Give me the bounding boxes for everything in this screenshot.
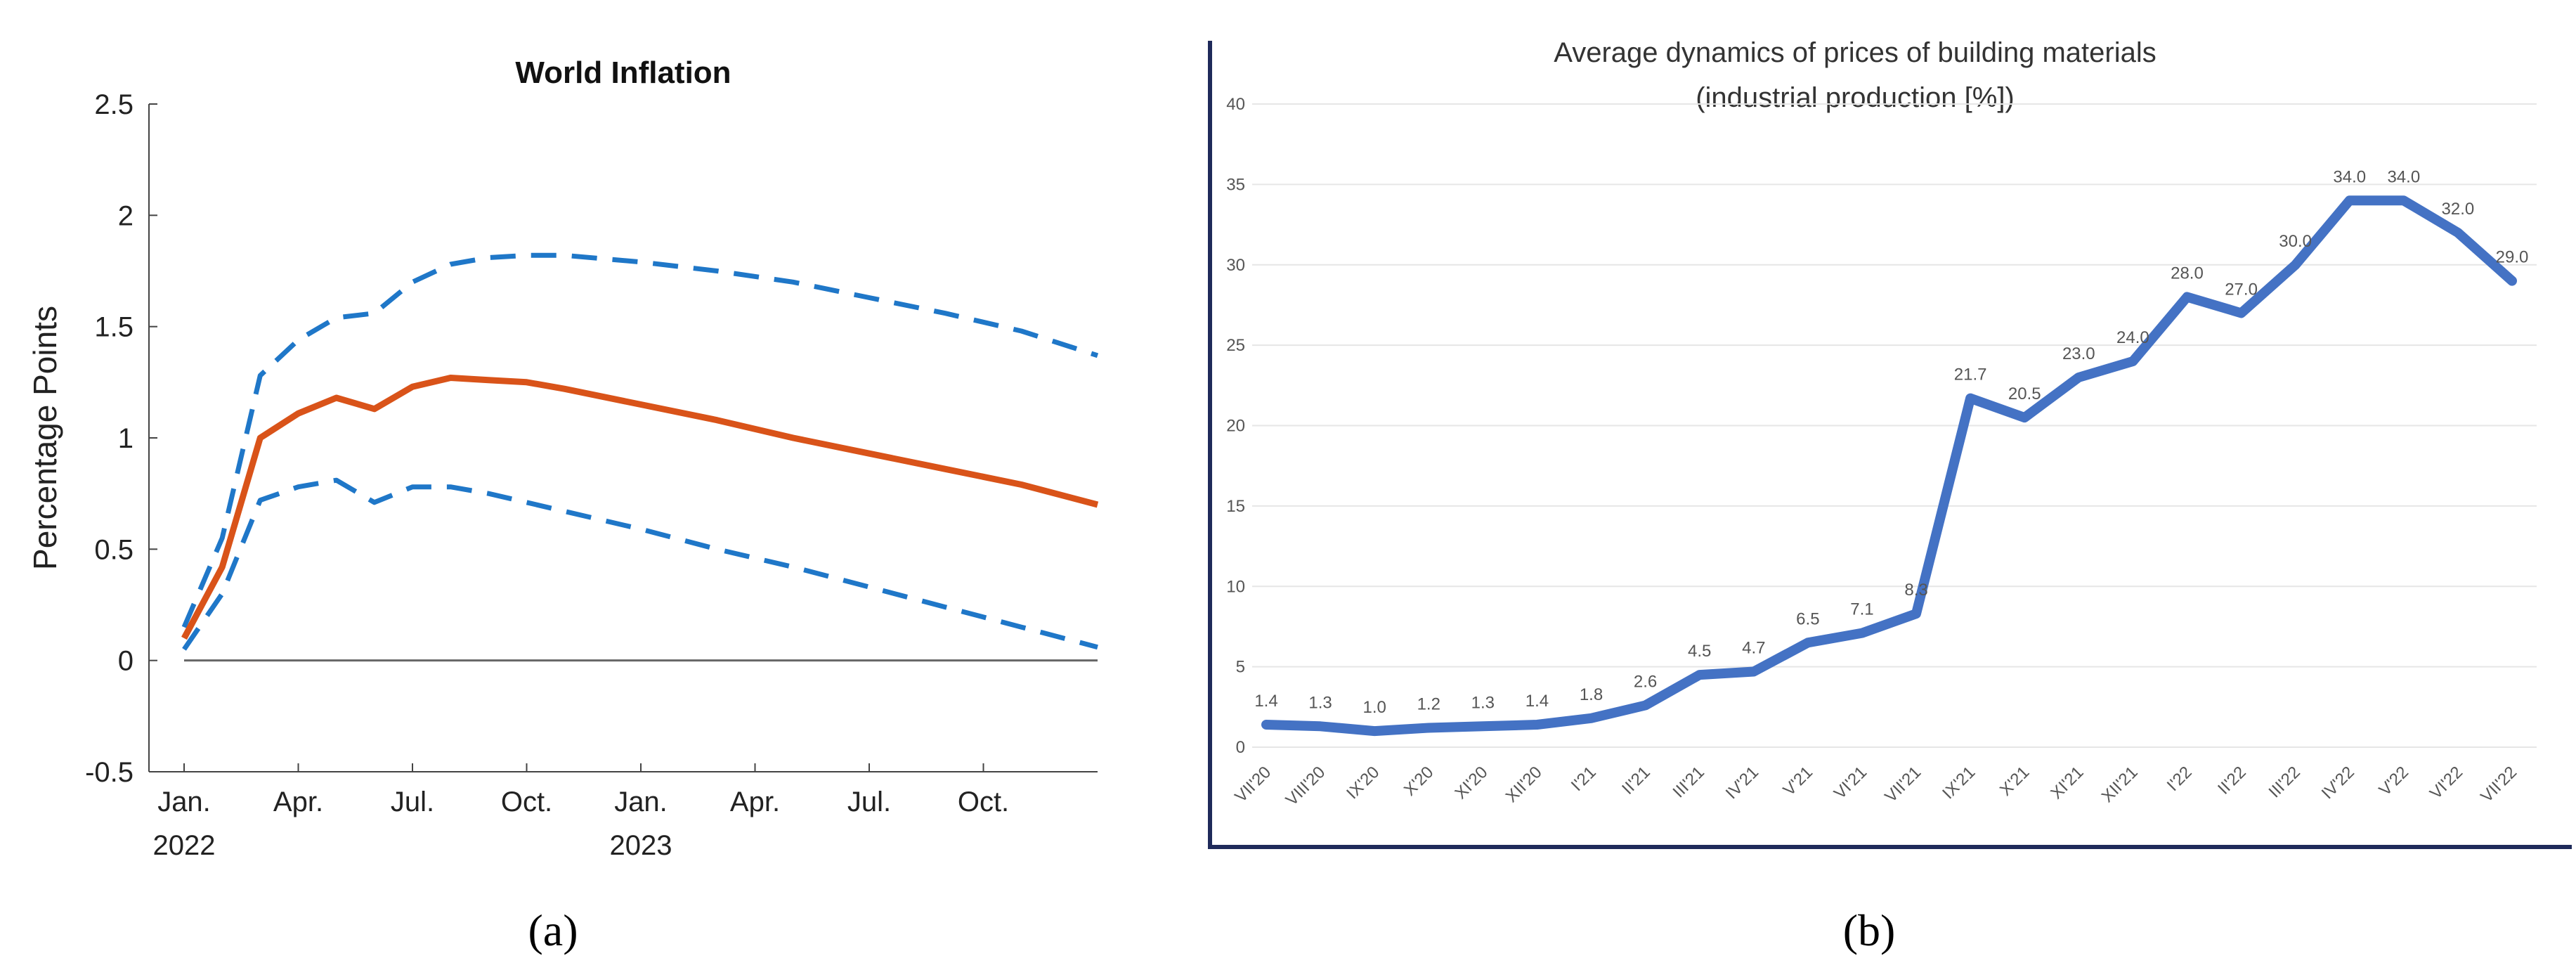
x-tick-label-a: Jul. <box>847 787 891 817</box>
data-label-b: 23.0 <box>2062 344 2095 363</box>
data-label-b: 1.4 <box>1526 692 1549 711</box>
y-tick-label-b: 40 <box>1226 95 1245 114</box>
data-label-b: 1.0 <box>1362 698 1386 717</box>
y-ticks-b: 0 5 10 15 20 25 30 35 40 <box>1226 95 1245 757</box>
x-tick-label-b: VII'21 <box>1881 763 1925 806</box>
y-tick-label-a: 0 <box>118 646 134 677</box>
x-tick-label-b: I'21 <box>1568 763 1600 795</box>
y-tick-label-b: 5 <box>1236 658 1245 677</box>
x-tick-label-b: VII'22 <box>2477 763 2520 806</box>
x-tick-label-b: X'21 <box>1996 763 2034 800</box>
x-ticks-b: VII'20 VIII'20 IX'20 X'20 XI'20 XII'20 I'21 II'… <box>1231 763 2520 810</box>
x-tick-label-b: III'22 <box>2265 763 2304 801</box>
data-label-b: 1.3 <box>1308 693 1332 712</box>
series-line-a-2 <box>182 477 1098 651</box>
y-tick-label-a: 2 <box>118 200 134 231</box>
chart-subtitle-b: (industrial production [%]) <box>1696 82 2015 113</box>
x-tick-label-a: Apr. <box>730 787 780 817</box>
y-tick-label-b: 15 <box>1226 497 1245 516</box>
x-tick-label-a: Jan. <box>157 787 211 817</box>
data-label-b: 1.4 <box>1254 692 1277 711</box>
data-label-b: 30.0 <box>2279 232 2312 251</box>
chart-title-a: World Inflation <box>515 56 731 90</box>
series-line-b <box>1261 195 2517 737</box>
x-tick-label-a: Oct. <box>958 787 1009 817</box>
x-tick-label-b: I'22 <box>2164 763 2196 795</box>
data-label-b: 27.0 <box>2225 280 2258 299</box>
x-tick-year-a: 2023 <box>610 830 672 861</box>
x-tick-label-b: XII'21 <box>2098 763 2142 806</box>
x-tick-label-b: II'21 <box>1618 763 1654 798</box>
x-tick-label-b: V'22 <box>2376 763 2413 800</box>
data-label-b: 21.7 <box>1954 365 1987 384</box>
data-label-b: 32.0 <box>2442 200 2475 219</box>
data-labels-b: 1.4 1.3 1.0 1.2 1.3 1.4 1.8 2.6 4.5 4.7 6.5 7.1 8.3 2… <box>1254 167 2528 717</box>
y-tick-label-b: 20 <box>1226 417 1245 436</box>
x-tick-label-b: IX'20 <box>1343 763 1383 803</box>
x-tick-label-a: Jan. <box>614 787 668 817</box>
x-tick-label-b: XI'21 <box>2047 763 2087 803</box>
x-tick-label-b: IX'21 <box>1939 763 1979 803</box>
panel-a-world-inflation-chart: World Inflation Percentage Points -0.5 0 0… <box>27 56 1099 955</box>
y-axis-label-a: Percentage Points <box>27 306 63 570</box>
y-ticks-a: -0.5 0 0.5 1 1.5 2 2.5 <box>85 89 157 788</box>
x-tick-label-b: IV'21 <box>1722 763 1762 803</box>
data-label-b: 1.2 <box>1417 695 1440 714</box>
x-tick-label-b: V'21 <box>1780 763 1817 800</box>
y-tick-label-b: 25 <box>1226 336 1245 355</box>
x-ticks-a: Jan. 2022 Apr. Jul. Oct. Jan. 2023 Apr. Jul. Oct. <box>153 763 1009 861</box>
data-label-b: 1.8 <box>1580 685 1603 704</box>
series-a <box>181 252 1099 651</box>
y-tick-label-a: 1 <box>118 423 134 454</box>
x-tick-label-b: XII'20 <box>1502 763 1546 806</box>
data-label-b: 34.0 <box>2333 167 2366 186</box>
y-tick-label-a: 0.5 <box>94 534 134 565</box>
x-tick-label-b: VI'21 <box>1830 763 1871 803</box>
x-tick-label-b: III'21 <box>1670 763 1708 801</box>
y-tick-label-a: 2.5 <box>94 89 134 120</box>
plot-area-a <box>149 104 1098 772</box>
y-tick-label-b: 0 <box>1236 738 1245 757</box>
x-tick-label-b: XI'20 <box>1451 763 1491 803</box>
x-tick-label-b: II'22 <box>2214 763 2250 798</box>
data-label-b: 34.0 <box>2387 167 2420 186</box>
x-tick-label-b: IV'22 <box>2318 763 2358 803</box>
x-tick-label-a: Jul. <box>391 787 434 817</box>
data-label-b: 4.7 <box>1742 638 1765 657</box>
x-tick-label-b: VIII'20 <box>1282 763 1329 810</box>
data-label-b: 4.5 <box>1688 642 1711 661</box>
x-tick-label-a: Apr. <box>273 787 323 817</box>
x-tick-label-b: VII'20 <box>1231 763 1275 806</box>
x-tick-year-a: 2022 <box>153 830 216 861</box>
data-label-b: 29.0 <box>2496 248 2529 267</box>
gridlines-b <box>1252 103 2537 748</box>
y-tick-label-b: 10 <box>1226 577 1245 596</box>
y-tick-label-b: 35 <box>1226 175 1245 194</box>
x-tick-label-b: VI'22 <box>2426 763 2466 803</box>
series-line-a-1 <box>181 375 1099 640</box>
data-label-b: 24.0 <box>2116 328 2149 347</box>
data-label-b: 2.6 <box>1634 673 1657 692</box>
x-tick-label-b: X'20 <box>1400 763 1438 800</box>
caption-a: (a) <box>528 905 578 955</box>
data-label-b: 7.1 <box>1850 600 1873 619</box>
y-tick-label-b: 30 <box>1226 256 1245 275</box>
series-line-a-0 <box>181 252 1099 628</box>
chart-title-b: Average dynamics of prices of building m… <box>1554 37 2156 68</box>
data-label-b: 20.5 <box>2008 384 2041 403</box>
panel-b-building-materials-chart: Average dynamics of prices of building m… <box>1208 37 2572 955</box>
data-label-b: 1.3 <box>1471 693 1495 712</box>
series-b <box>1261 195 2517 737</box>
x-tick-label-a: Oct. <box>501 787 552 817</box>
data-label-b: 28.0 <box>2171 264 2204 283</box>
y-tick-label-a: 1.5 <box>94 312 134 343</box>
caption-b: (b) <box>1843 905 1896 955</box>
y-tick-label-a: -0.5 <box>85 757 134 788</box>
data-label-b: 6.5 <box>1796 609 1819 628</box>
data-label-b: 8.3 <box>1904 581 1927 600</box>
